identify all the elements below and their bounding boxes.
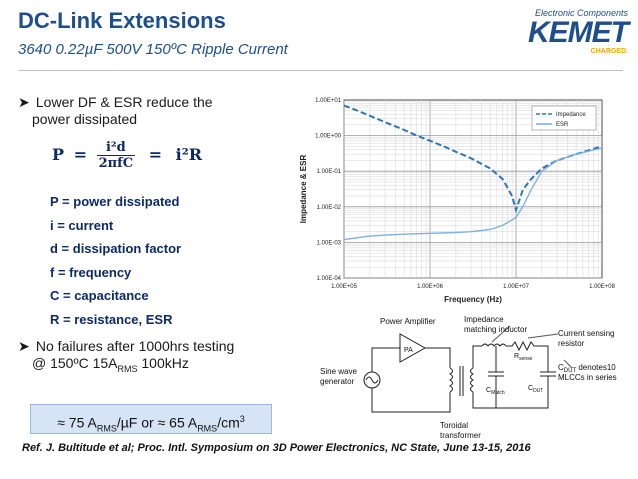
definition-item: f = frequency (50, 264, 132, 280)
legend-label: ESR (556, 122, 569, 128)
wire (472, 345, 482, 368)
label-sine-wave: Sine wave (320, 367, 357, 376)
y-tick-label: 1.00E+01 (315, 98, 342, 104)
x-tick-label: 1.00E+06 (417, 284, 444, 290)
label-rsense: Rsense (514, 353, 533, 362)
series-line-esr (343, 147, 603, 241)
y-tick-label: 1.00E-02 (317, 205, 342, 211)
label-transformer: transformer (440, 431, 481, 440)
x-tick-label: 1.00E+07 (503, 284, 530, 290)
label-mlccs: MLCCs in series (558, 373, 617, 382)
label-power-amplifier: Power Amplifier (380, 317, 436, 326)
definition-item: P = power dissipated (50, 194, 180, 209)
power-formula: P = i²d 2πfC = i²R (52, 140, 202, 171)
wire (371, 388, 430, 413)
kemet-logo: Electronic Components KEMET CHARGED. (500, 8, 629, 64)
bullet-line2: power dissipated (32, 111, 138, 127)
label-cdut-note: CDUT denotes10 (558, 363, 616, 374)
y-tick-label: 1.00E-04 (317, 276, 342, 282)
formula-fraction: i²d 2πfC (96, 140, 136, 171)
y-axis-label: Impedance & ESR (299, 155, 308, 224)
sense-resistor-icon (506, 340, 549, 372)
formula-lhs: P (52, 145, 65, 164)
transformer-secondary-icon (470, 367, 474, 393)
arrow-bullet-icon: ➤ (18, 338, 30, 354)
series-line-impedance (343, 104, 603, 214)
bullet-dissipation: ➤ Lower DF & ESR reduce the power dissip… (18, 94, 213, 127)
x-tick-label: 1.00E+05 (331, 284, 358, 290)
label-matching-inductor: matching inductor (464, 325, 527, 334)
legend-label: Impedance (556, 112, 586, 118)
formula-denominator: 2πfC (98, 156, 134, 171)
y-tick-label: 1.00E-01 (317, 169, 342, 175)
wire (425, 347, 451, 368)
formula-numerator: i²d (96, 140, 136, 156)
definition-item: R = resistance, ESR (50, 311, 173, 327)
y-tick-label: 1.00E-03 (317, 240, 342, 246)
logo-tagline: Electronic Components (534, 8, 628, 18)
inductor-icon (481, 343, 507, 347)
label-generator: generator (320, 377, 355, 386)
wire (472, 386, 549, 409)
definitions-list: P = power dissipated i = current d = dis… (50, 190, 181, 331)
label-current-sensing: Current sensing (558, 329, 614, 338)
x-tick-label: 1.00E+08 (589, 284, 616, 290)
leader-line (491, 325, 573, 369)
definition-item: d = dissipation factor (50, 241, 182, 256)
header-divider (18, 70, 623, 71)
label-impedance: Impedance (464, 315, 504, 324)
bullet2-line2: @ 150ºC 15ARMS 100kHz (32, 355, 189, 374)
wire (371, 347, 400, 372)
formula-eq1: = (73, 145, 88, 164)
page-subtitle: 3640 0.22µF 500V 150ºC Ripple Current (18, 41, 288, 58)
page-title: DC-Link Extensions (18, 8, 226, 33)
bullet-line1: Lower DF & ESR reduce the (35, 94, 213, 110)
impedance-esr-chart: 1.00E+05 1.00E+06 1.00E+07 1.00E+08 1.00E+01… (299, 98, 616, 304)
y-tick-label: 1.00E+00 (315, 134, 342, 140)
transformer-primary-icon (449, 367, 453, 393)
formula-eq2: = (148, 145, 163, 164)
sine-wave-icon (365, 376, 379, 384)
definition-item: C = capacitance (50, 288, 149, 303)
label-cmatch: CMatch (486, 387, 505, 396)
label-cdut: CDUT (528, 385, 543, 394)
test-circuit-diagram: Power Amplifier PA Impedance matching in… (320, 315, 617, 440)
definition-item: i = current (50, 217, 114, 233)
logo-name: KEMET (528, 16, 629, 49)
label-pa: PA (404, 347, 413, 354)
legend-box (531, 105, 597, 131)
label-toroidal: Toroidal (440, 421, 468, 430)
formula-rhs: i²R (175, 145, 203, 164)
ripple-result-box: ≈ 75 ARMS/µF or ≈ 65 ARMS/cm3 (30, 404, 272, 434)
reference-citation: Ref. J. Bultitude et al; Proc. Intl. Sym… (22, 442, 531, 454)
x-axis-label: Frequency (Hz) (444, 295, 502, 304)
bullet2-line1: No failures after 1000hrs testing (35, 338, 235, 354)
logo-badge: CHARGED. (590, 48, 628, 55)
wire (430, 392, 451, 413)
amplifier-icon (399, 333, 427, 363)
bullet-testing: ➤ No failures after 1000hrs testing @ 15… (18, 338, 234, 374)
arrow-bullet-icon: ➤ (18, 94, 30, 110)
label-resistor: resistor (558, 339, 585, 348)
